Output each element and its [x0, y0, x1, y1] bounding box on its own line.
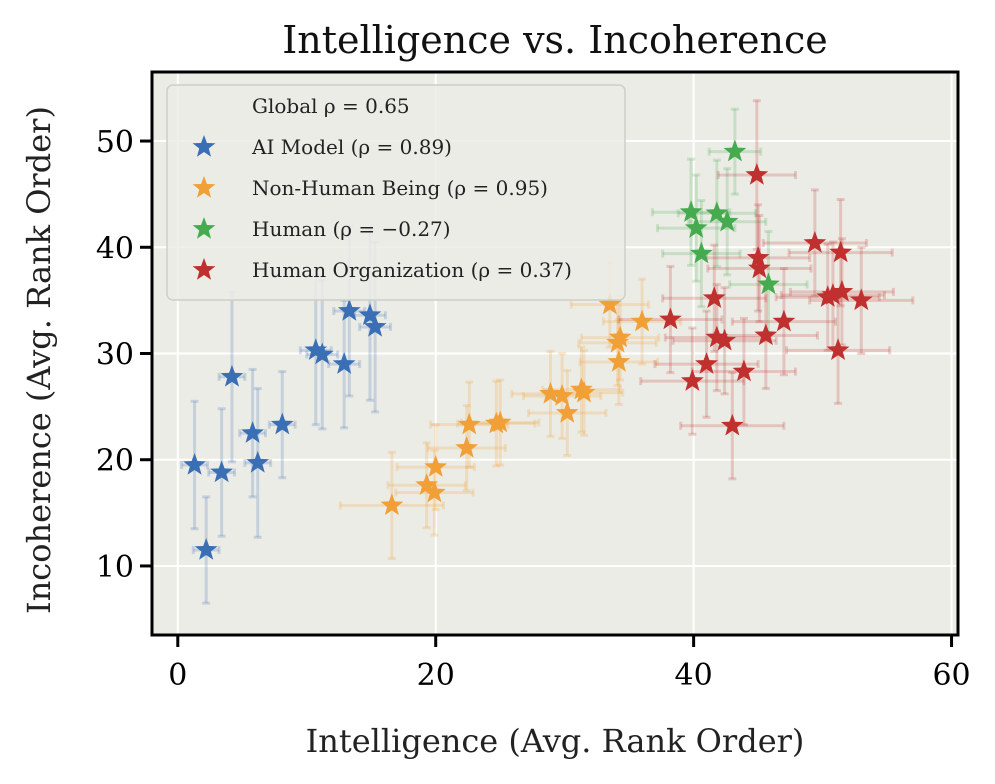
data-point-star: [684, 216, 708, 238]
data-point-star: [713, 328, 736, 351]
data-point-star: [332, 352, 356, 374]
x-tick-label: 40: [675, 658, 713, 693]
legend-label: Human (ρ = −0.27): [252, 217, 451, 241]
data-point-star: [747, 256, 771, 279]
data-point-star: [337, 299, 361, 321]
legend: Global ρ = 0.65 AI Model (ρ = 0.89) Non-H…: [166, 84, 626, 301]
data-point-star: [194, 538, 218, 560]
y-axis-label: Incoherence (Avg. Rank Order): [20, 106, 58, 614]
legend-entries: AI Model (ρ = 0.89) Non-Human Being (ρ = …: [192, 135, 572, 282]
data-point-star: [772, 309, 796, 332]
x-tick-label: 20: [417, 658, 455, 693]
data-point-star: [723, 139, 747, 162]
data-point-star: [630, 309, 654, 332]
legend-marker-star: [192, 217, 216, 239]
data-point-star: [423, 480, 446, 503]
data-point-star: [803, 231, 827, 253]
data-point-star: [830, 279, 854, 302]
data-point-star: [757, 272, 780, 295]
data-point-star: [380, 493, 404, 516]
data-point-star: [246, 450, 270, 473]
data-point-star: [720, 413, 744, 436]
y-tick-label: 50: [96, 125, 134, 160]
data-point-star: [659, 307, 682, 330]
legend-marker-star: [192, 176, 216, 198]
y-tick-label: 20: [96, 444, 134, 479]
y-tick-label: 40: [96, 231, 134, 266]
legend-marker-star: [192, 135, 216, 157]
data-point-star: [608, 325, 632, 348]
y-tick-label: 10: [96, 550, 134, 585]
data-point-star: [220, 364, 244, 387]
data-point-star: [598, 292, 622, 315]
x-axis-label: Intelligence (Avg. Rank Order): [306, 722, 805, 760]
data-point-star: [455, 436, 479, 458]
x-tick-label: 0: [168, 658, 187, 693]
legend-label: AI Model (ρ = 0.89): [251, 135, 452, 159]
data-point-star: [754, 323, 778, 346]
x-tick-label: 60: [932, 658, 970, 693]
data-point-star: [270, 412, 294, 435]
y-tick-label: 30: [96, 338, 134, 373]
data-point-star: [680, 369, 704, 391]
legend-global-label: Global ρ = 0.65: [252, 94, 410, 118]
data-point-star: [488, 410, 512, 433]
data-point-star: [363, 314, 387, 337]
data-point-star: [705, 201, 729, 223]
ticks: 0 20 40 60 10 20 30 40 50: [96, 125, 971, 693]
data-point-star: [715, 209, 739, 232]
data-point-star: [689, 241, 713, 264]
data-point-star: [539, 381, 562, 404]
data-point-star: [424, 455, 448, 477]
data-point-star: [746, 245, 770, 268]
data-point-star: [210, 460, 234, 483]
legend-label: Human Organization (ρ = 0.37): [252, 258, 572, 282]
data-point-star: [745, 163, 769, 185]
data-point-star: [702, 286, 726, 308]
legend-marker-star: [192, 258, 216, 280]
legend-label: Non-Human Being (ρ = 0.95): [252, 176, 548, 200]
data-point-star: [550, 383, 574, 406]
data-point-star: [415, 473, 439, 495]
data-point-star: [679, 200, 703, 222]
data-point-star: [829, 240, 853, 263]
chart-title: Intelligence vs. Incoherence: [282, 18, 827, 62]
data-point-star: [241, 421, 264, 443]
data-point-star: [457, 412, 481, 435]
data-point-star: [821, 283, 845, 305]
data-point-star: [732, 359, 756, 382]
markers: [183, 139, 873, 560]
data-point-star: [310, 342, 334, 365]
legend-box: [166, 84, 626, 301]
data-point-star: [358, 303, 382, 325]
data-point-star: [826, 338, 850, 361]
data-point-star: [695, 352, 718, 374]
data-point-star: [849, 288, 873, 311]
data-point-star: [183, 453, 206, 475]
data-point-star: [705, 325, 729, 348]
data-point-star: [555, 400, 579, 423]
data-point-star: [607, 350, 631, 372]
data-point-star: [304, 338, 328, 361]
data-point-star: [572, 380, 596, 403]
